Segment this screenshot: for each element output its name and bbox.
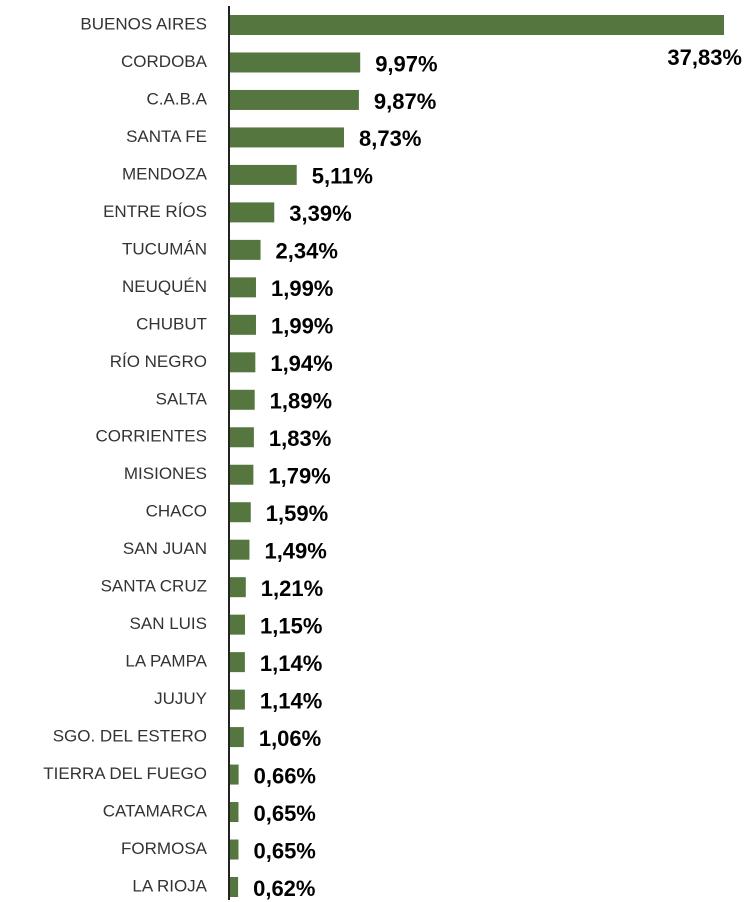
bar — [230, 727, 244, 748]
value-label: 1,79% — [268, 464, 330, 489]
bar — [230, 239, 261, 260]
category-label: CORRIENTES — [96, 427, 207, 446]
bar — [230, 15, 724, 35]
value-label: 0,66% — [254, 763, 316, 788]
category-label: SANTA FE — [126, 127, 207, 146]
category-label: CATAMARCA — [103, 802, 208, 821]
value-label: 1,89% — [270, 389, 332, 414]
value-label: 0,62% — [253, 876, 315, 901]
bar — [230, 877, 239, 897]
bar — [230, 427, 254, 448]
bar — [230, 127, 344, 148]
value-label: 1,21% — [261, 576, 323, 601]
value-label: 0,65% — [253, 801, 315, 826]
value-label: 2,34% — [276, 239, 338, 264]
category-label: RÍO NEGRO — [110, 352, 207, 371]
bar — [230, 652, 245, 673]
value-label: 1,83% — [269, 426, 331, 451]
value-label: 1,14% — [260, 688, 322, 713]
value-label: 1,06% — [259, 726, 321, 751]
value-label: 8,73% — [359, 126, 421, 151]
category-label: CHACO — [146, 502, 207, 521]
bar — [230, 52, 361, 73]
bar — [230, 202, 275, 223]
value-label: 5,11% — [312, 164, 373, 189]
value-label: 1,59% — [266, 501, 328, 526]
category-label: TUCUMÁN — [122, 239, 207, 258]
category-label: LA PAMPA — [125, 652, 207, 671]
bar — [230, 764, 239, 785]
category-label: SANTA CRUZ — [101, 577, 207, 596]
bar — [230, 352, 256, 373]
bar — [230, 577, 246, 598]
bar — [230, 389, 255, 410]
category-label: FORMOSA — [121, 839, 208, 858]
bar — [230, 164, 297, 185]
category-label: LA RIOJA — [132, 876, 207, 895]
bar — [230, 539, 250, 560]
category-label: JUJUY — [154, 689, 207, 708]
category-label: ENTRE RÍOS — [103, 202, 207, 221]
category-label: MENDOZA — [122, 164, 208, 183]
category-label: BUENOS AIRES — [80, 14, 207, 33]
category-label: C.A.B.A — [147, 89, 208, 108]
value-label: 1,99% — [271, 276, 333, 301]
bar — [230, 839, 239, 860]
category-label: MISIONES — [124, 464, 207, 483]
category-label: SAN LUIS — [130, 614, 207, 633]
category-label: NEUQUÉN — [122, 277, 207, 296]
value-label: 9,87% — [374, 89, 436, 114]
category-label: CHUBUT — [136, 314, 207, 333]
value-label: 0,65% — [253, 838, 315, 863]
bar — [230, 689, 245, 710]
category-label: SAN JUAN — [123, 539, 207, 558]
category-label: CORDOBA — [121, 52, 208, 71]
category-label: TIERRA DEL FUEGO — [43, 764, 207, 783]
category-label: SGO. DEL ESTERO — [53, 727, 207, 746]
bar — [230, 89, 359, 110]
value-label: 1,94% — [270, 351, 332, 376]
bar — [230, 502, 251, 523]
value-label: 3,39% — [289, 201, 351, 226]
bar — [230, 314, 256, 335]
category-label: SALTA — [156, 389, 208, 408]
value-label: 1,49% — [264, 539, 326, 564]
bar — [230, 464, 254, 485]
bar — [230, 614, 246, 635]
value-label: 1,99% — [271, 314, 333, 339]
value-label: 1,14% — [260, 651, 322, 676]
bar — [230, 277, 256, 298]
value-label: 9,97% — [375, 51, 437, 76]
value-label: 1,15% — [260, 613, 322, 638]
value-label: 37,83% — [667, 45, 742, 70]
bar — [230, 802, 239, 823]
